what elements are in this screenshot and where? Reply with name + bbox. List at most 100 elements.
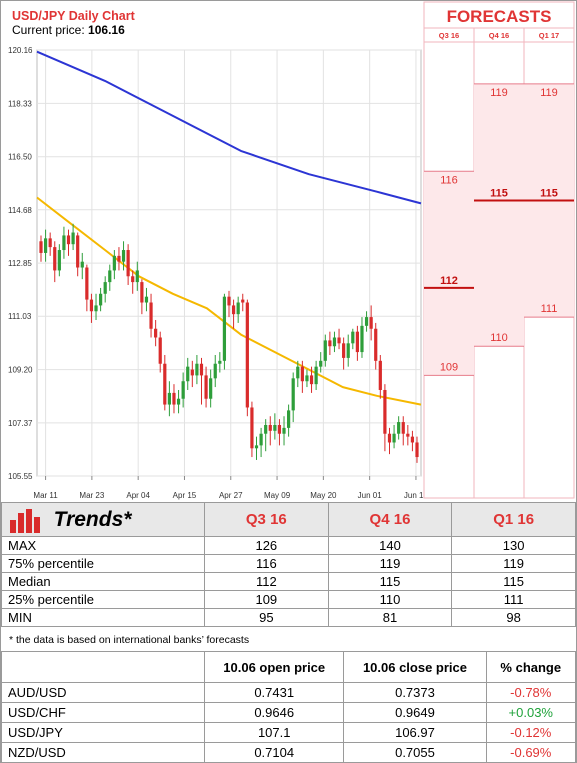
y-tick-label: 107.37 xyxy=(8,419,33,428)
prices-col-change: % change xyxy=(485,651,577,683)
candle-body xyxy=(374,328,378,361)
forecast-col-label: Q1 17 xyxy=(539,31,559,40)
y-tick-label: 114.68 xyxy=(8,206,32,215)
forecast-col-label: Q3 16 xyxy=(439,31,459,40)
trends-col-2: Q4 16 xyxy=(327,502,453,537)
prices-table: 10.06 open price 10.06 close price % cha… xyxy=(1,651,577,763)
candle-body xyxy=(172,392,176,405)
candle-body xyxy=(85,267,89,300)
candle-body xyxy=(254,445,259,449)
trends-row-label: 75% percentile xyxy=(1,554,205,573)
forecast-range-band xyxy=(474,83,524,347)
trends-cell: 98 xyxy=(451,608,576,627)
candle-body xyxy=(401,422,405,434)
candle-body xyxy=(66,235,71,245)
trends-cell: 111 xyxy=(451,590,576,609)
forecasts-panel: FORECASTS Q3 16 116 112 109 Q4 16 119 115 110 Q1 … xyxy=(423,1,575,499)
candle-body xyxy=(94,305,98,312)
candle-body xyxy=(241,299,245,303)
x-tick-label: Jun 01 xyxy=(358,491,383,500)
y-tick-label: 120.16 xyxy=(8,46,33,55)
current-price-label: Current price: xyxy=(12,23,85,37)
current-price-value: 106.16 xyxy=(88,23,125,37)
candle-body xyxy=(204,375,208,399)
trends-row-label: MAX xyxy=(1,536,205,555)
prices-corner-cell xyxy=(1,651,205,683)
forecast-median-label: 115 xyxy=(490,187,508,199)
trends-row-label: MIN xyxy=(1,608,205,627)
candle-body xyxy=(39,241,43,253)
x-tick-label: Apr 04 xyxy=(126,491,150,500)
close-price: 0.7373 xyxy=(343,682,487,703)
candle-body xyxy=(108,270,112,283)
trends-col-3: Q1 16 xyxy=(451,502,576,537)
trends-row: 25% percentile 109 110 111 xyxy=(1,590,576,609)
x-tick-label: Jun 13 xyxy=(404,491,425,500)
candle-body xyxy=(227,296,231,306)
pair-label: AUD/USD xyxy=(1,682,205,703)
trends-cell: 119 xyxy=(451,554,576,573)
candle-body xyxy=(135,270,139,283)
candle-body xyxy=(314,366,318,385)
y-tick-label: 116.50 xyxy=(8,153,32,162)
candle-body xyxy=(332,337,337,347)
prices-row: USD/JPY 107.1 106.97 -0.12% xyxy=(1,722,577,743)
candle-body xyxy=(309,375,314,385)
candle-body xyxy=(296,366,300,379)
prices-row: AUD/USD 0.7431 0.7373 -0.78% xyxy=(1,682,577,703)
candle-body xyxy=(305,375,309,382)
forecast-col-label: Q4 16 xyxy=(489,31,509,40)
forecast-p25-label: 109 xyxy=(440,361,458,373)
footnote: * the data is based on international ban… xyxy=(9,634,250,646)
trends-row-label: 25% percentile xyxy=(1,590,205,609)
candle-body xyxy=(199,363,204,376)
candle-body xyxy=(259,433,263,446)
pair-label: NZD/USD xyxy=(1,742,205,763)
trends-row: Median 112 115 115 xyxy=(1,572,576,591)
trends-cell: 140 xyxy=(327,536,453,555)
x-tick-label: Apr 27 xyxy=(219,491,243,500)
candle-body xyxy=(76,235,80,268)
candle-body xyxy=(319,360,323,367)
trends-row: MIN 95 81 98 xyxy=(1,608,576,627)
percent-change: -0.69% xyxy=(485,742,577,763)
trends-col-1: Q3 16 xyxy=(204,502,329,537)
prices-col-open: 10.06 open price xyxy=(203,651,345,683)
y-tick-label: 118.33 xyxy=(8,99,32,108)
candle-body xyxy=(392,433,396,443)
candle-body xyxy=(397,422,401,434)
candle-body xyxy=(415,442,419,458)
x-tick-label: Apr 15 xyxy=(173,491,197,500)
candle-body xyxy=(351,331,355,344)
forecast-range-band xyxy=(424,171,474,376)
candle-body xyxy=(121,250,126,262)
candle-body xyxy=(222,296,227,361)
candle-body xyxy=(144,296,149,303)
candle-body xyxy=(53,247,57,271)
candle-body xyxy=(154,328,158,338)
y-tick-label: 109.20 xyxy=(8,366,33,375)
forecast-p75-label: 116 xyxy=(440,174,458,186)
trends-header-row: Trends* Q3 16 Q4 16 Q1 16 xyxy=(1,502,576,537)
candle-body xyxy=(346,343,350,358)
candle-body xyxy=(158,337,162,364)
trends-cell: 116 xyxy=(204,554,329,573)
x-tick-label: Mar 11 xyxy=(33,491,58,500)
candle-body xyxy=(277,424,282,434)
forecast-p25-label: 110 xyxy=(490,332,508,344)
candle-body xyxy=(364,317,369,326)
candle-body xyxy=(282,427,286,434)
trends-cell: 110 xyxy=(327,590,453,609)
trends-row: MAX 126 140 130 xyxy=(1,536,576,555)
candle-body xyxy=(360,325,364,353)
prices-row: USD/CHF 0.9646 0.9649 +0.03% xyxy=(1,702,577,723)
percent-change: +0.03% xyxy=(485,702,577,723)
candle-body xyxy=(337,337,341,344)
x-tick-label: May 20 xyxy=(310,491,337,500)
trends-cell: 115 xyxy=(451,572,576,591)
candle-body xyxy=(195,363,199,376)
candle-body xyxy=(406,433,410,437)
candle-body xyxy=(140,282,144,303)
candle-body xyxy=(250,407,254,449)
x-tick-label: May 09 xyxy=(264,491,291,500)
